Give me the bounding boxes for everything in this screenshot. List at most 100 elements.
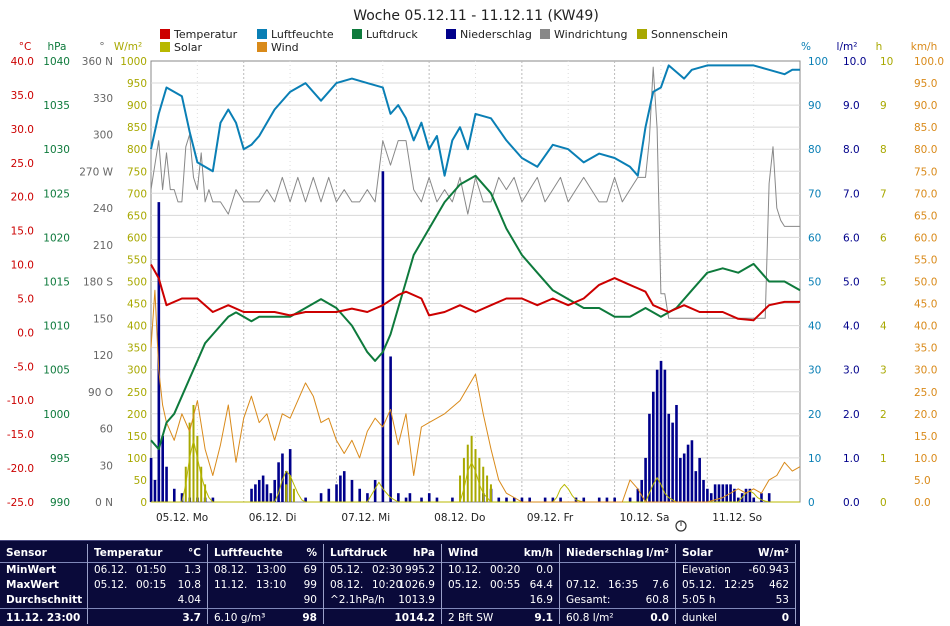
precipitation-bar xyxy=(644,457,647,502)
stats-column: Temperatur °C 06.12. 01:50 1.3 05.12. 00:15 10.… xyxy=(88,544,208,624)
rain-tick-label: 2.0 xyxy=(843,409,860,421)
dir-tick-label: 0 N xyxy=(95,497,113,509)
x-axis-labels: 05.12. Mo 06.12. Di 07.12. Mi 08.12. Do 09.1… xyxy=(156,512,762,524)
stats-separator xyxy=(560,608,675,609)
precipitation-bar xyxy=(613,497,616,502)
temp-tick-label: -20.0 xyxy=(7,463,34,475)
sun-tick-label: 1 xyxy=(880,453,887,465)
stats-separator xyxy=(0,608,87,609)
legend-swatch xyxy=(637,29,647,39)
precipitation-bar xyxy=(597,497,601,502)
precipitation-bar xyxy=(250,488,253,502)
rain-tick-label: 8.0 xyxy=(843,144,860,156)
sunshine-bar xyxy=(478,457,481,502)
dir-tick-label: 240 xyxy=(93,203,113,215)
precipitation-bar xyxy=(153,479,157,502)
wind-tick-label: 85.0 xyxy=(914,122,937,134)
precipitation-bar xyxy=(257,479,261,502)
stats-row: 11.12. 13:10 99 xyxy=(208,579,323,593)
rain-tick-label: 7.0 xyxy=(843,188,860,200)
stats-time: 16:35 xyxy=(608,579,639,591)
hum-tick-label: 70 xyxy=(808,188,821,200)
stats-header: Niederschlag l/m² xyxy=(560,547,675,561)
wind-tick-label: 65.0 xyxy=(914,210,937,222)
stats-header-label: Temperatur xyxy=(94,547,163,559)
precipitation-bar xyxy=(675,404,678,502)
stats-row: MinWert xyxy=(0,564,87,578)
stats-value: -60.943 xyxy=(748,564,789,576)
stats-row: Gesamt: 60.8 xyxy=(560,594,675,608)
wind-tick-label: 90.0 xyxy=(914,100,937,112)
precipitation-bar xyxy=(721,484,725,502)
legend-label: Luftfeuchte xyxy=(271,28,334,41)
stats-column: Luftdruck hPa 05.12. 02:30 995.2 08.12. 10:20 1… xyxy=(324,544,442,624)
stats-date: 11.12. xyxy=(214,579,248,591)
precipitation-bar xyxy=(702,479,705,502)
temp-tick-label: 10.0 xyxy=(11,260,34,272)
temp-tick-label: -5.0 xyxy=(14,361,35,373)
stats-header: Luftdruck hPa xyxy=(324,547,441,561)
stats-separator xyxy=(0,562,87,563)
stats-row-label: Durchschnitt xyxy=(6,594,83,606)
precipitation-bar xyxy=(451,497,454,502)
rain-tick-label: 3.0 xyxy=(843,365,860,377)
precipitation-bar xyxy=(682,453,686,502)
temp-tick-label: -25.0 xyxy=(7,497,34,509)
temp-tick-label: -15.0 xyxy=(7,429,34,441)
wind-tick-label: 5.0 xyxy=(914,475,931,487)
precipitation-bar xyxy=(725,484,729,502)
precipitation-bar xyxy=(273,479,277,502)
stats-separator xyxy=(442,608,559,609)
hum-axis-unit: % xyxy=(801,41,811,53)
legend-label: Windrichtung xyxy=(554,28,627,41)
precipitation-bar xyxy=(698,457,701,502)
precipitation-bar xyxy=(686,444,690,502)
temp-tick-label: 5.0 xyxy=(17,293,34,305)
hum-tick-label: 0 xyxy=(808,497,815,509)
stats-date: 08.12. xyxy=(330,579,364,591)
sun-tick-label: 5 xyxy=(880,277,887,289)
precipitation-bar xyxy=(497,497,501,502)
precipitation-bar xyxy=(655,369,659,502)
solar-tick-label: 100 xyxy=(127,453,147,465)
precipitation-bar xyxy=(373,479,377,502)
wind-tick-label: 80.0 xyxy=(914,144,937,156)
precipitation-bar xyxy=(520,497,524,502)
legend-swatch xyxy=(257,42,267,52)
stats-header-unit: hPa xyxy=(413,547,435,559)
press-tick-label: 995 xyxy=(50,453,70,465)
stats-time: 02:30 xyxy=(372,564,403,576)
precipitation-bar xyxy=(342,471,346,502)
stats-time: 13:10 xyxy=(256,579,287,591)
dir-tick-label: 270 W xyxy=(79,166,113,178)
stats-header-label: Luftdruck xyxy=(330,547,388,559)
solar-tick-label: 500 xyxy=(127,277,147,289)
dir-axis-unit: ° xyxy=(99,41,104,53)
press-tick-label: 1015 xyxy=(43,277,70,289)
precipitation-bars xyxy=(149,171,771,502)
stats-header-unit: km/h xyxy=(523,547,553,559)
wind-tick-label: 15.0 xyxy=(914,431,937,443)
wind-tick-label: 0.0 xyxy=(914,497,931,509)
right-axes: %1009080706050403020100l/m²10.09.08.07.0… xyxy=(801,41,944,509)
wind-tick-label: 45.0 xyxy=(914,299,937,311)
dir-tick-label: 360 N xyxy=(82,56,113,68)
stats-row: 05.12. 12:25 462 xyxy=(676,579,795,593)
rain-tick-label: 6.0 xyxy=(843,232,860,244)
stats-separator xyxy=(676,562,795,563)
wind-tick-label: 10.0 xyxy=(914,453,937,465)
solar-tick-label: 800 xyxy=(127,144,147,156)
weather-week-chart: Woche 05.12.11 - 11.12.11 (KW49) Tempera… xyxy=(7,8,944,532)
precipitation-bar xyxy=(404,497,408,502)
stats-row-label: MinWert xyxy=(6,564,57,576)
wind-tick-label: 70.0 xyxy=(914,188,937,200)
wind-tick-label: 35.0 xyxy=(914,343,937,355)
hum-tick-label: 90 xyxy=(808,100,821,112)
legend-swatch xyxy=(257,29,267,39)
sun-tick-label: 7 xyxy=(880,188,887,200)
stats-value: 7.6 xyxy=(652,579,669,591)
temp-tick-label: 0.0 xyxy=(17,327,34,339)
stats-date: 5:05 h xyxy=(682,594,716,606)
precipitation-bar xyxy=(180,493,184,502)
solar-tick-label: 850 xyxy=(127,122,147,134)
